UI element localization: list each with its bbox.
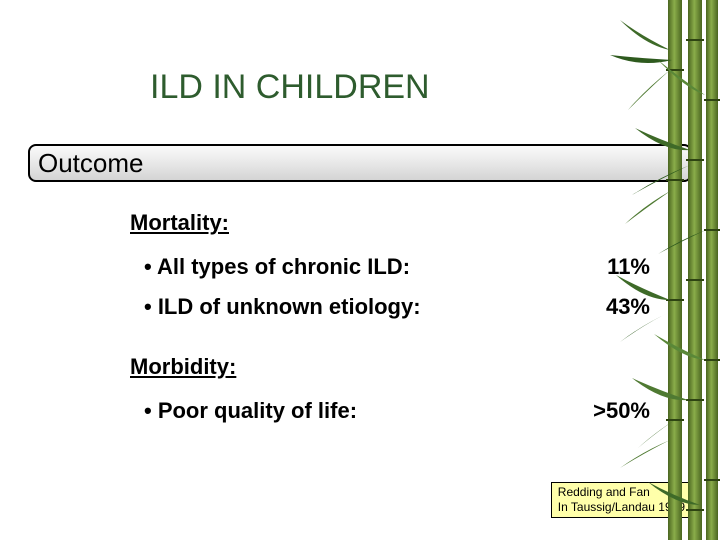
- list-item: • ILD of unknown etiology: 43%: [130, 294, 650, 320]
- citation-box: Redding and Fan In Taussig/Landau 1999: [551, 482, 692, 518]
- item-value: 11%: [560, 254, 650, 280]
- morbidity-heading: Morbidity:: [130, 354, 650, 380]
- list-item: • All types of chronic ILD: 11%: [130, 254, 650, 280]
- item-value: >50%: [560, 398, 650, 424]
- content-area: Mortality: • All types of chronic ILD: 1…: [130, 210, 650, 438]
- subtitle-text: Outcome: [38, 148, 144, 179]
- slide-title: ILD IN CHILDREN: [150, 68, 430, 107]
- citation-line: In Taussig/Landau 1999: [558, 500, 685, 515]
- item-label: • All types of chronic ILD:: [144, 254, 410, 280]
- citation-line: Redding and Fan: [558, 485, 685, 500]
- list-item: • Poor quality of life: >50%: [130, 398, 650, 424]
- subtitle-bar: Outcome: [28, 144, 692, 182]
- item-label: • Poor quality of life:: [144, 398, 357, 424]
- item-label: • ILD of unknown etiology:: [144, 294, 421, 320]
- item-value: 43%: [560, 294, 650, 320]
- mortality-heading: Mortality:: [130, 210, 650, 236]
